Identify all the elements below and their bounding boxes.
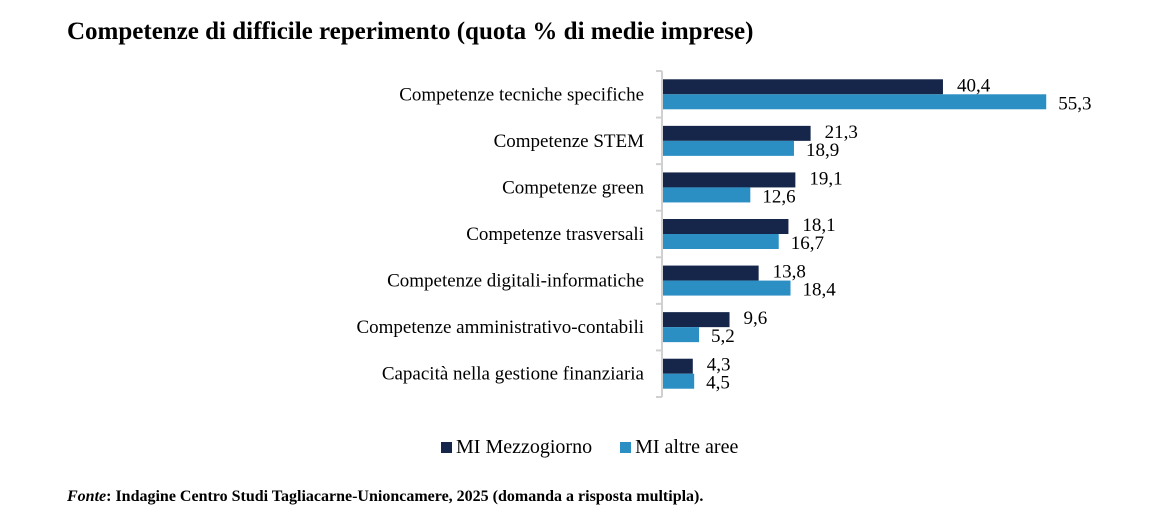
value-label-altre-aree: 16,7 xyxy=(791,233,824,254)
value-label-mezzogiorno: 18,1 xyxy=(802,215,835,236)
source-note: Fonte: Indagine Centro Studi Tagliacarne… xyxy=(67,488,703,506)
source-text: : Indagine Centro Studi Tagliacarne-Unio… xyxy=(106,488,704,505)
bar-mezzogiorno xyxy=(663,265,759,281)
bar-mezzogiorno xyxy=(663,358,693,374)
bar-altre-aree xyxy=(663,234,779,249)
value-label-mezzogiorno: 4,3 xyxy=(707,355,731,376)
bar-mezzogiorno xyxy=(663,312,730,328)
value-label-altre-aree: 12,6 xyxy=(762,186,795,207)
legend-swatch-altre-aree xyxy=(620,442,632,453)
bar-mezzogiorno xyxy=(663,125,811,141)
value-label-altre-aree: 18,4 xyxy=(803,280,837,301)
category-label: Competenze tecniche specifiche xyxy=(399,84,644,105)
bar-mezzogiorno xyxy=(663,79,943,95)
value-labels: 40,4 55,3 21,318,9 19,1 12,6 18,116,7 13,818,4… xyxy=(706,75,1091,393)
category-labels: Competenze tecniche specifiche Competenze… xyxy=(356,84,644,384)
value-label-mezzogiorno: 19,1 xyxy=(809,168,842,189)
bars xyxy=(663,79,1047,389)
value-label-altre-aree: 5,2 xyxy=(711,326,735,347)
category-label: Competenze trasversali xyxy=(466,224,644,245)
value-label-altre-aree: 55,3 xyxy=(1058,93,1091,114)
value-label-mezzogiorno: 21,3 xyxy=(825,122,858,143)
value-label-altre-aree: 18,9 xyxy=(806,140,839,161)
value-label-mezzogiorno: 9,6 xyxy=(744,308,768,329)
bar-altre-aree xyxy=(663,327,700,343)
legend: MI Mezzogiorno MI altre aree xyxy=(441,436,738,459)
bar-mezzogiorno xyxy=(663,219,789,234)
bar-altre-aree xyxy=(663,373,695,389)
legend-item-altre-aree: MI altre aree xyxy=(620,436,738,459)
y-axis xyxy=(656,70,663,398)
bar-altre-aree xyxy=(663,280,791,296)
category-label: Competenze STEM xyxy=(494,131,644,152)
source-prefix: Fonte xyxy=(67,488,107,505)
legend-swatch-mezzogiorno xyxy=(441,442,452,453)
chart-title: Competenze di difficile reperimento (quo… xyxy=(67,18,754,45)
category-label: Competenze green xyxy=(502,177,644,198)
bar-altre-aree xyxy=(663,187,751,203)
legend-label-altre-aree: MI altre aree xyxy=(635,436,739,458)
bar-mezzogiorno xyxy=(663,172,796,188)
bar-altre-aree xyxy=(663,140,794,156)
value-label-mezzogiorno: 13,8 xyxy=(773,262,806,283)
legend-item-mezzogiorno: MI Mezzogiorno xyxy=(441,436,592,459)
category-label: Competenze digitali-informatiche xyxy=(387,271,644,292)
value-label-mezzogiorno: 40,4 xyxy=(957,75,991,96)
value-label-altre-aree: 4,5 xyxy=(706,373,730,394)
bar-altre-aree xyxy=(663,94,1047,110)
category-label: Competenze amministrativo-contabili xyxy=(356,317,644,338)
legend-label-mezzogiorno: MI Mezzogiorno xyxy=(456,436,593,458)
category-label: Capacità nella gestione finanziaria xyxy=(382,364,645,385)
